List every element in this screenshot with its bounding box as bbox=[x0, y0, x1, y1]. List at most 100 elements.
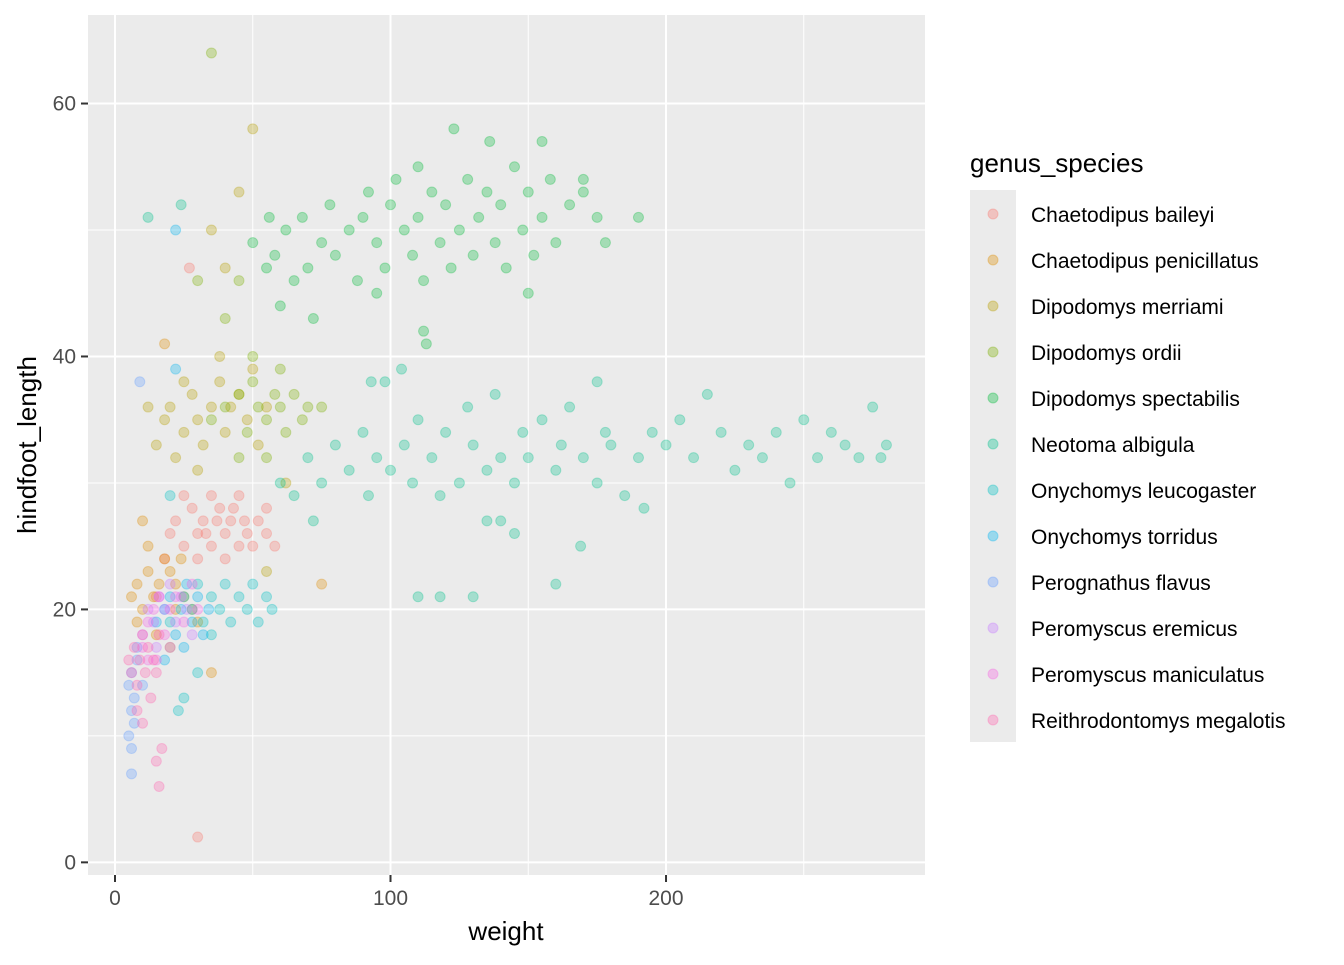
data-point bbox=[128, 717, 140, 729]
data-point bbox=[170, 578, 182, 590]
data-point bbox=[390, 173, 402, 185]
data-point bbox=[192, 553, 204, 565]
data-point bbox=[263, 211, 275, 223]
data-point bbox=[329, 249, 341, 261]
data-point bbox=[445, 262, 457, 274]
data-point bbox=[577, 186, 589, 198]
data-point bbox=[798, 414, 810, 426]
data-point bbox=[307, 515, 319, 527]
data-point bbox=[508, 528, 520, 540]
data-point bbox=[261, 502, 273, 514]
data-point bbox=[329, 439, 341, 451]
data-point bbox=[227, 502, 239, 514]
data-point bbox=[426, 186, 438, 198]
data-point bbox=[536, 414, 548, 426]
data-point bbox=[159, 553, 171, 565]
data-point bbox=[343, 464, 355, 476]
legend-label: Dipodomys merriami bbox=[1031, 296, 1224, 319]
data-point bbox=[170, 616, 182, 628]
data-point bbox=[247, 363, 259, 375]
data-point bbox=[418, 325, 430, 337]
legend-key-icon bbox=[987, 668, 999, 680]
data-point bbox=[296, 211, 308, 223]
data-point bbox=[159, 603, 171, 615]
data-point bbox=[241, 426, 253, 438]
legend-label: Chaetodipus baileyi bbox=[1031, 204, 1214, 227]
data-point bbox=[131, 654, 143, 666]
data-point bbox=[407, 249, 419, 261]
data-point bbox=[481, 464, 493, 476]
grid-major bbox=[88, 15, 925, 875]
data-point bbox=[131, 578, 143, 590]
data-point bbox=[500, 262, 512, 274]
data-point bbox=[150, 616, 162, 628]
data-point bbox=[150, 591, 162, 603]
data-point bbox=[269, 388, 281, 400]
data-point bbox=[123, 730, 135, 742]
data-point bbox=[591, 376, 603, 388]
data-point bbox=[131, 616, 143, 628]
data-point bbox=[385, 464, 397, 476]
data-point bbox=[729, 464, 741, 476]
data-point bbox=[412, 414, 424, 426]
data-point bbox=[178, 641, 190, 653]
data-point bbox=[164, 565, 176, 577]
data-point bbox=[396, 363, 408, 375]
data-point bbox=[153, 578, 165, 590]
data-point bbox=[467, 249, 479, 261]
x-axis-label: weight bbox=[467, 916, 544, 946]
data-point bbox=[170, 363, 182, 375]
data-point bbox=[261, 262, 273, 274]
data-point bbox=[170, 591, 182, 603]
data-point bbox=[462, 173, 474, 185]
data-point bbox=[481, 515, 493, 527]
data-point bbox=[225, 515, 237, 527]
data-point bbox=[508, 477, 520, 489]
data-point bbox=[484, 135, 496, 147]
data-point bbox=[181, 603, 193, 615]
data-point bbox=[462, 401, 474, 413]
data-point bbox=[186, 578, 198, 590]
data-point bbox=[233, 490, 245, 502]
data-point bbox=[316, 477, 328, 489]
data-point bbox=[288, 490, 300, 502]
legend-label: Neotoma albigula bbox=[1031, 434, 1195, 457]
data-point bbox=[170, 515, 182, 527]
data-point bbox=[412, 161, 424, 173]
data-point bbox=[175, 199, 187, 211]
legend: genus_species Chaetodipus baileyi Chaetod… bbox=[970, 148, 1285, 742]
data-point bbox=[266, 603, 278, 615]
data-point bbox=[142, 540, 154, 552]
data-point bbox=[142, 565, 154, 577]
data-point bbox=[148, 603, 160, 615]
data-point bbox=[192, 591, 204, 603]
data-point bbox=[192, 831, 204, 843]
data-point bbox=[343, 224, 355, 236]
data-point bbox=[880, 439, 892, 451]
data-point bbox=[247, 376, 259, 388]
axes: 0 100 200 0 20 40 60 bbox=[53, 93, 684, 910]
data-point bbox=[164, 528, 176, 540]
data-point bbox=[247, 540, 259, 552]
legend-keys-background bbox=[970, 190, 1016, 742]
data-point bbox=[197, 439, 209, 451]
data-point bbox=[495, 199, 507, 211]
data-point bbox=[302, 262, 314, 274]
data-point bbox=[205, 414, 217, 426]
data-point bbox=[214, 502, 226, 514]
data-point bbox=[261, 591, 273, 603]
data-point bbox=[261, 414, 273, 426]
data-point bbox=[448, 123, 460, 135]
data-point bbox=[219, 401, 231, 413]
data-point bbox=[205, 591, 217, 603]
data-point bbox=[453, 477, 465, 489]
data-point bbox=[150, 654, 162, 666]
legend-label: Perognathus flavus bbox=[1031, 572, 1211, 595]
data-point bbox=[164, 578, 176, 590]
data-point bbox=[575, 540, 587, 552]
data-point bbox=[324, 199, 336, 211]
data-point bbox=[170, 224, 182, 236]
data-point bbox=[150, 629, 162, 641]
data-point bbox=[153, 780, 165, 792]
data-point bbox=[379, 262, 391, 274]
